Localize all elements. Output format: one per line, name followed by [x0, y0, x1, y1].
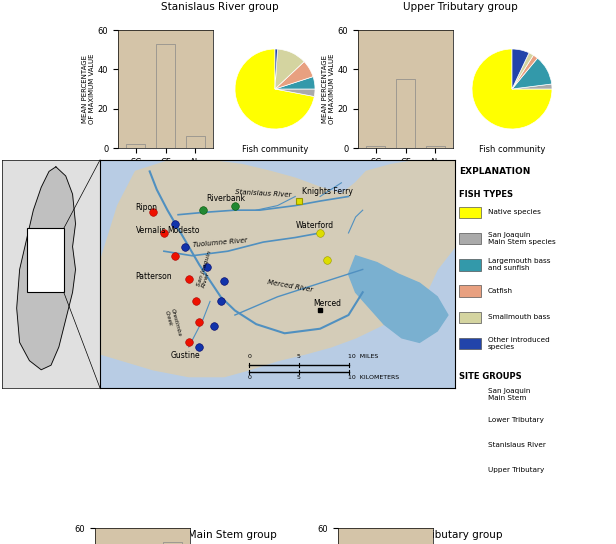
Wedge shape: [275, 49, 278, 89]
Text: San Joaquin Main Stem group: San Joaquin Main Stem group: [123, 530, 277, 541]
Text: FISH TYPES: FISH TYPES: [459, 190, 513, 199]
Wedge shape: [512, 58, 552, 89]
Bar: [459, 259, 481, 270]
X-axis label: Habitat variables: Habitat variables: [129, 172, 201, 181]
Bar: [459, 312, 481, 323]
Text: Catfish: Catfish: [488, 288, 513, 294]
Bar: [459, 286, 481, 297]
Text: Tuolumne River: Tuolumne River: [192, 237, 248, 248]
Bar: [459, 338, 481, 349]
Wedge shape: [275, 89, 315, 96]
Text: Orestimba
Creek: Orestimba Creek: [164, 308, 182, 339]
Wedge shape: [275, 77, 315, 89]
Wedge shape: [275, 61, 313, 89]
Text: Native species: Native species: [488, 209, 540, 215]
Text: Ripon: Ripon: [136, 203, 158, 212]
Text: San Joaquin
Main Stem: San Joaquin Main Stem: [488, 388, 530, 401]
Text: Knights Ferry: Knights Ferry: [302, 187, 353, 196]
Bar: [396, 79, 415, 148]
Y-axis label: MEAN PERCENTAGE
OF MAXIMUM VALUE: MEAN PERCENTAGE OF MAXIMUM VALUE: [82, 54, 95, 124]
Wedge shape: [235, 49, 314, 129]
Wedge shape: [512, 53, 533, 89]
Bar: [26, 228, 63, 292]
Text: Other introduced
species: Other introduced species: [488, 337, 549, 350]
X-axis label: Fish community: Fish community: [242, 145, 308, 153]
Bar: [459, 207, 481, 218]
X-axis label: Habitat variables: Habitat variables: [370, 172, 442, 181]
Bar: [163, 542, 182, 544]
Text: San Joaquin
River: San Joaquin River: [196, 250, 217, 289]
Text: 0: 0: [247, 375, 251, 380]
Text: Smallmouth bass: Smallmouth bass: [488, 314, 549, 320]
Text: Lower Tributary group: Lower Tributary group: [387, 530, 502, 541]
Text: Stanislaus River group: Stanislaus River group: [161, 3, 279, 13]
Text: Stanislaus River: Stanislaus River: [488, 442, 546, 448]
Wedge shape: [275, 49, 304, 89]
Text: Lower Tributary: Lower Tributary: [488, 417, 543, 423]
X-axis label: Fish community: Fish community: [479, 145, 545, 153]
Text: Patterson: Patterson: [136, 271, 172, 281]
Text: Stanislaus River: Stanislaus River: [235, 189, 291, 197]
Polygon shape: [349, 256, 448, 342]
Text: Upper Tributary: Upper Tributary: [488, 467, 544, 473]
Bar: [126, 144, 145, 148]
Wedge shape: [472, 49, 552, 129]
Text: 10  MILES: 10 MILES: [349, 354, 379, 360]
Text: 10  KILOMETERS: 10 KILOMETERS: [349, 375, 400, 380]
Bar: [366, 146, 386, 148]
Wedge shape: [512, 55, 538, 89]
Text: Largemouth bass
and sunfish: Largemouth bass and sunfish: [488, 258, 550, 271]
Text: Waterford: Waterford: [295, 221, 333, 231]
Text: San Joaquin
Main Stem species: San Joaquin Main Stem species: [488, 232, 556, 245]
Text: Vernalis: Vernalis: [136, 226, 166, 235]
Text: Merced River: Merced River: [267, 279, 314, 293]
Bar: [185, 136, 205, 148]
Text: Upper Tributary group: Upper Tributary group: [403, 3, 517, 13]
Polygon shape: [17, 167, 76, 370]
Text: Modesto: Modesto: [168, 226, 200, 235]
Text: SITE GROUPS: SITE GROUPS: [459, 372, 522, 381]
Text: Riverbank: Riverbank: [206, 194, 246, 203]
Text: 5: 5: [297, 354, 301, 360]
Y-axis label: MEAN PERCENTAGE
OF MAXIMUM VALUE: MEAN PERCENTAGE OF MAXIMUM VALUE: [322, 54, 335, 124]
Wedge shape: [512, 49, 529, 89]
Bar: [426, 146, 445, 148]
Text: Gustine: Gustine: [171, 351, 201, 360]
Wedge shape: [512, 84, 552, 89]
Text: EXPLANATION: EXPLANATION: [459, 167, 530, 176]
Text: Merced: Merced: [313, 299, 341, 308]
Polygon shape: [100, 160, 455, 376]
Bar: [459, 233, 481, 244]
Bar: [156, 44, 175, 148]
Text: 0: 0: [247, 354, 251, 360]
Text: 5: 5: [297, 375, 301, 380]
